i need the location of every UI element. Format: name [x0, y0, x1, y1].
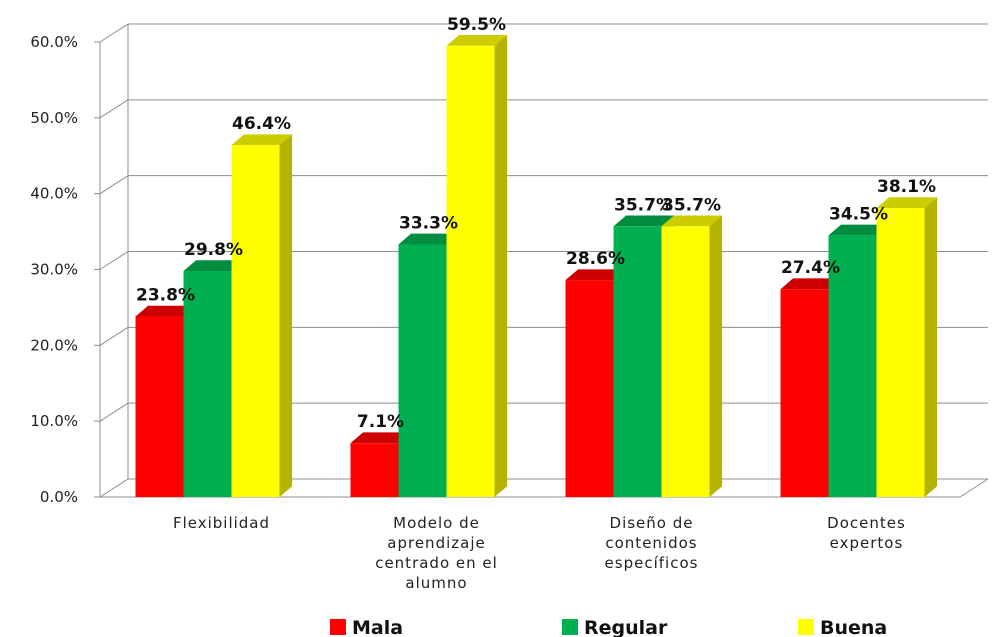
x-tick-label-line: alumno: [405, 574, 467, 592]
x-tick-label-line: aprendizaje: [387, 534, 485, 552]
y-tick-label: 20.0%: [30, 336, 78, 354]
bar-buena-2: [446, 34, 508, 498]
bar-front: [828, 235, 877, 497]
bar-buena-1: [231, 134, 293, 498]
bar-top: [828, 224, 890, 236]
y-tick-label: 60.0%: [30, 33, 78, 51]
legend-item-mala: Mala: [330, 617, 403, 637]
legend-item-regular: Regular: [562, 617, 668, 637]
bar-side: [709, 215, 723, 497]
x-tick-label-line: Flexibilidad: [173, 514, 270, 532]
x-tick-labels: Flexibilidad Modelo de aprendizaje centrado…: [173, 514, 906, 592]
bar-top: [446, 34, 508, 46]
bar-top: [613, 215, 675, 227]
x-tick-label-line: contenidos: [605, 534, 697, 552]
bar-top: [876, 197, 938, 209]
legend-swatch: [562, 619, 578, 635]
bar-front: [565, 280, 614, 497]
x-tick-label-line: Modelo de: [393, 514, 480, 532]
gridline-depth: [99, 175, 129, 195]
data-label: 23.8%: [136, 286, 195, 306]
data-label: 46.4%: [232, 114, 291, 134]
x-tick-label-line: específicos: [605, 554, 699, 572]
bar-buena-3: [661, 215, 723, 497]
bar-side: [924, 197, 938, 497]
bar-top: [183, 260, 245, 272]
legend-swatch: [798, 619, 814, 635]
gridline-depth: [99, 478, 129, 498]
x-tick-label: Docentes expertos: [827, 514, 906, 552]
gridline-depth: [99, 251, 129, 270]
bar-front: [183, 271, 232, 497]
data-label: 34.5%: [829, 204, 888, 224]
data-label: 35.7%: [614, 195, 673, 215]
y-tick-label: 10.0%: [30, 412, 78, 430]
bar-top: [661, 215, 723, 227]
y-tick-label: 0.0%: [40, 488, 78, 506]
y-tick-label: 30.0%: [30, 261, 78, 279]
y-tick-label: 50.0%: [30, 109, 78, 127]
bar-front: [446, 45, 495, 498]
x-tick-label: Diseño de contenidos específicos: [605, 514, 699, 572]
legend-label: Mala: [352, 617, 403, 637]
bar-top: [231, 134, 293, 146]
bar-top: [565, 269, 627, 281]
data-label: 33.3%: [399, 213, 458, 233]
y-tick-label: 40.0%: [30, 185, 78, 203]
x-tick-label-line: Diseño de: [610, 514, 694, 532]
legend-label: Regular: [584, 617, 668, 637]
bar-front: [613, 226, 662, 497]
gridline-depth: [99, 23, 129, 43]
bar-top: [350, 432, 412, 444]
bar-top: [780, 278, 842, 290]
bar-front: [135, 316, 184, 497]
bar-side: [494, 34, 508, 497]
x-tick-label-line: expertos: [830, 534, 904, 552]
data-label: 59.5%: [447, 15, 506, 35]
data-label: 7.1%: [357, 412, 404, 432]
legend-swatch: [330, 619, 346, 635]
data-labels: 23.8%29.8%46.4%7.1%33.3%59.5%28.6%35.7%3…: [136, 15, 936, 432]
x-tick-label-line: Docentes: [827, 514, 906, 532]
bar-buena-4: [876, 197, 938, 497]
bar-front: [398, 244, 447, 497]
bar-top: [135, 305, 197, 317]
legend-label: Buena: [820, 617, 887, 637]
bar-front: [876, 208, 925, 497]
legend: Mala Regular Buena: [330, 617, 887, 637]
bar-top: [398, 233, 460, 245]
x-tick-label: Modelo de aprendizaje centrado en el alumno: [375, 514, 498, 592]
x-tick-label-line: centrado en el: [375, 554, 498, 572]
data-label: 38.1%: [877, 177, 936, 197]
bar-front: [350, 443, 399, 497]
bar-front: [661, 226, 710, 497]
bars: [135, 34, 938, 498]
data-label: 28.6%: [566, 249, 625, 269]
legend-item-buena: Buena: [798, 617, 887, 637]
gridline-depth: [99, 99, 129, 119]
gridline-depth: [99, 402, 129, 422]
floor-right-edge: [959, 478, 989, 498]
bar-regular-1: [183, 260, 245, 497]
x-tick-label: Flexibilidad: [173, 514, 270, 532]
bar-front: [780, 289, 829, 497]
gridline-depth: [99, 326, 129, 346]
bar-side: [279, 134, 293, 498]
data-label: 27.4%: [781, 258, 840, 278]
bar-front: [231, 145, 280, 497]
data-label: 29.8%: [184, 240, 243, 260]
data-label: 35.7%: [662, 195, 721, 215]
